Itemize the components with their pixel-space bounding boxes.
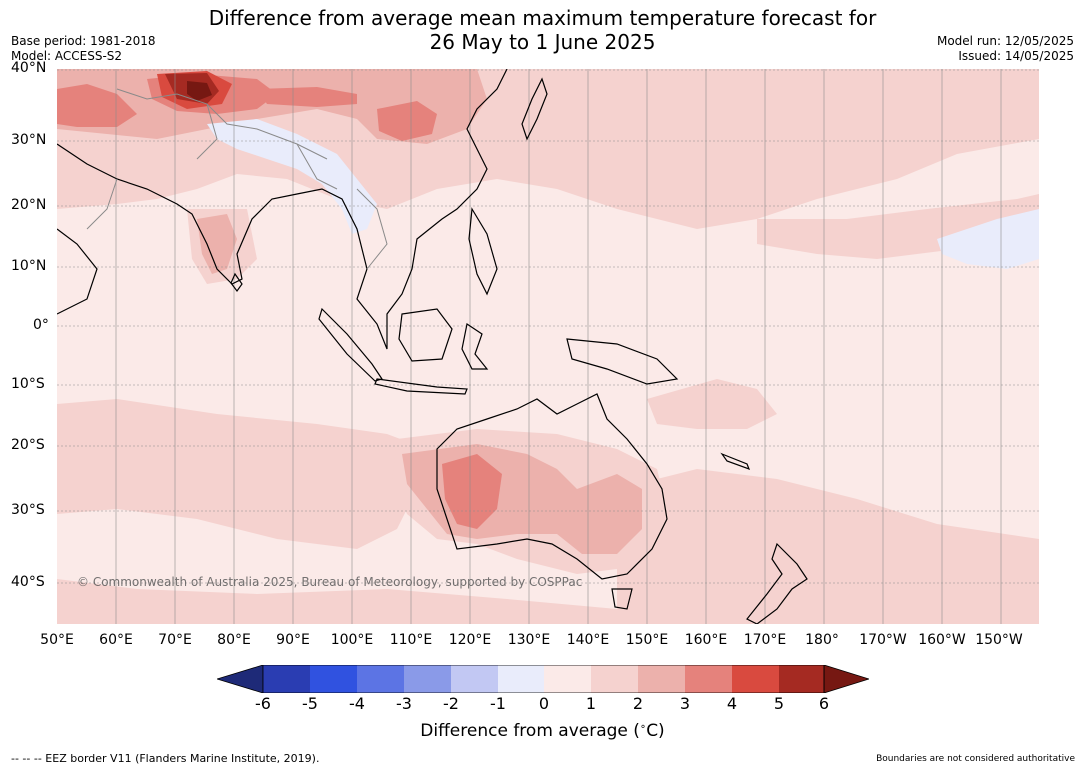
colorbar-label--4: -4 xyxy=(349,694,365,713)
colorbar-segment-2-3 xyxy=(638,665,685,693)
lon-label-80E: 80°E xyxy=(217,632,251,648)
temperature-anomaly-map xyxy=(57,69,1039,624)
copyright-text: © Commonwealth of Australia 2025, Bureau… xyxy=(77,575,583,589)
lat-label-10S: 10°S xyxy=(11,376,45,392)
anomaly-band-3-4-tibet xyxy=(257,87,357,107)
colorbar-segment--3--2 xyxy=(404,665,451,693)
coastline-asia xyxy=(57,69,508,350)
colorbar-extend-min xyxy=(217,665,264,693)
colorbar-label-3: 3 xyxy=(679,694,691,713)
country-borders xyxy=(86,88,388,270)
lon-label-90E: 90°E xyxy=(276,632,310,648)
colorbar-label-6: 6 xyxy=(818,694,830,713)
lon-label-170E: 170°E xyxy=(743,632,787,648)
colorbar-label--5: -5 xyxy=(302,694,318,713)
colorbar-label--2: -2 xyxy=(443,694,459,713)
lat-label-20N: 20°N xyxy=(11,197,47,213)
colorbar-title: Difference from average (∘C) xyxy=(420,721,665,741)
colorbar-label--6: -6 xyxy=(255,694,271,713)
lon-label-110E: 110°E xyxy=(389,632,433,648)
lat-label-40N: 40°N xyxy=(11,60,47,76)
anomaly-band-2-3-india xyxy=(197,214,237,274)
lat-label-10N: 10°N xyxy=(11,258,47,274)
colorbar-label-4: 4 xyxy=(726,694,738,713)
coastline-sumatra xyxy=(318,307,383,382)
anomaly-band-1-2-south-ocean xyxy=(57,399,427,549)
colorbar-label--3: -3 xyxy=(396,694,412,713)
colorbar-segment--1-0 xyxy=(498,665,544,693)
lon-label-60E: 60°E xyxy=(99,632,133,648)
lon-label-150E: 150°E xyxy=(625,632,669,648)
lon-label-180: 180° xyxy=(805,632,839,648)
graticule xyxy=(57,69,1039,624)
colorbar-extend-max xyxy=(823,665,869,693)
colorbar-title-text: Difference from average ( xyxy=(420,721,640,741)
coastline-new-caledonia xyxy=(720,452,751,471)
anomaly-band-neg-himalaya xyxy=(207,119,377,234)
lon-label-100E: 100°E xyxy=(330,632,374,648)
colorbar-segment--5--4 xyxy=(310,665,357,693)
coastline-philippines xyxy=(468,207,498,296)
issued-text: Issued: 14/05/2025 xyxy=(958,49,1074,63)
colorbar-label-1: 1 xyxy=(585,694,597,713)
anomaly-band-1-2-coral xyxy=(647,379,777,429)
lon-label-150W: 150°W xyxy=(975,632,1023,648)
anomaly-band-1-2-tasman xyxy=(617,469,1039,624)
coastline-japan xyxy=(521,77,548,141)
anomaly-band-1-2-south-edge xyxy=(57,579,617,624)
lon-label-160W: 160°W xyxy=(918,632,966,648)
colorbar-segment--6--5 xyxy=(263,665,310,693)
anomaly-band-gt6-pakistan xyxy=(187,81,212,101)
lon-label-70E: 70°E xyxy=(158,632,192,648)
anomaly-band-neg-pacific xyxy=(937,209,1039,269)
lon-label-160E: 160°E xyxy=(684,632,728,648)
coastline-new-zealand xyxy=(746,542,808,624)
colorbar-label-2: 2 xyxy=(632,694,644,713)
colorbar-segment--4--3 xyxy=(357,665,404,693)
model-text: Model: ACCESS-S2 xyxy=(11,49,123,63)
coastline-sulawesi xyxy=(461,323,489,370)
lat-label-0: 0° xyxy=(33,317,49,333)
lon-label-50E: 50°E xyxy=(40,632,74,648)
boundaries-disclaimer: Boundaries are not considered authoritat… xyxy=(876,754,1075,764)
map-title-line-1: Difference from average mean maximum tem… xyxy=(208,6,877,30)
coastline-borneo xyxy=(398,308,453,362)
anomaly-band-3-4-west-asia xyxy=(57,84,137,127)
lat-label-20S: 20°S xyxy=(11,437,45,453)
lat-label-30N: 30°N xyxy=(11,132,47,148)
colorbar-segment-4-5 xyxy=(732,665,779,693)
coastline-tasmania xyxy=(611,588,633,610)
colorbar-segment-3-4 xyxy=(685,665,732,693)
colorbar-label-5: 5 xyxy=(773,694,785,713)
colorbar-segment-5-6 xyxy=(779,665,824,693)
colorbar-title-unit: C) xyxy=(646,721,665,741)
coastlines xyxy=(57,69,808,624)
lon-label-120E: 120°E xyxy=(448,632,492,648)
lon-label-130E: 130°E xyxy=(507,632,551,648)
eez-border-note: -- -- -- EEZ border V11 (Flanders Marine… xyxy=(11,752,320,765)
map-title-line-2: 26 May to 1 June 2025 xyxy=(429,30,656,54)
colorbar xyxy=(217,665,869,693)
coastline-australia xyxy=(436,393,668,580)
colorbar-label--1: -1 xyxy=(490,694,506,713)
colorbar-segment-0-1 xyxy=(544,665,591,693)
anomaly-band-3-4-west-australia xyxy=(442,454,502,529)
colorbar-segment-1-2 xyxy=(591,665,638,693)
coastline-java xyxy=(374,378,468,395)
coastline-new-guinea xyxy=(566,338,679,385)
coastline-sri-lanka xyxy=(230,272,243,293)
colorbar-segment--2--1 xyxy=(451,665,498,693)
coastline-arabia xyxy=(57,228,98,315)
lon-label-170W: 170°W xyxy=(859,632,907,648)
colorbar-label-0: 0 xyxy=(538,694,550,713)
model-run-text: Model run: 12/05/2025 xyxy=(936,34,1074,48)
anomaly-band-3-4-china xyxy=(377,101,437,141)
lat-label-30S: 30°S xyxy=(11,502,45,518)
lon-label-140E: 140°E xyxy=(566,632,610,648)
base-period-text: Base period: 1981-2018 xyxy=(11,34,156,48)
lat-label-40S: 40°S xyxy=(11,574,45,590)
